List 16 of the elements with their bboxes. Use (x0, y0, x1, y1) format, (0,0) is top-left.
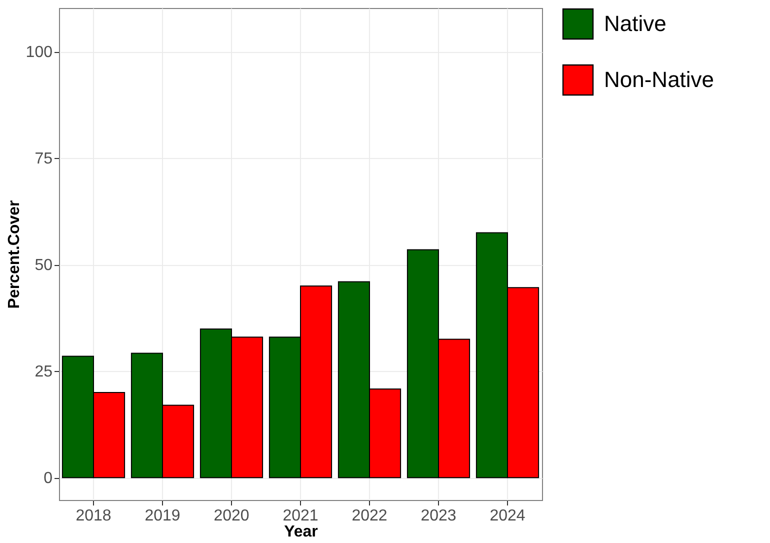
legend-label: Native (604, 11, 666, 36)
x-tick-label: 2020 (214, 508, 250, 524)
y-tick-label: 100 (26, 44, 53, 62)
legend-label: Non-Native (604, 67, 714, 92)
x-tick-label: 2021 (282, 508, 318, 524)
x-tick-label: 2019 (144, 508, 180, 524)
x-tick-label: 2018 (76, 508, 112, 524)
x-tick-label: 2022 (352, 508, 388, 524)
x-tick-label: 2024 (490, 508, 526, 524)
y-axis-title: Percent.Cover (6, 200, 23, 309)
y-tick-label: 75 (34, 150, 53, 168)
x-tick-label: 2023 (420, 508, 456, 524)
x-axis-title: Year (284, 524, 318, 540)
y-tick-label: 25 (34, 364, 53, 381)
y-tick-label: 0 (44, 470, 53, 488)
y-tick-label: 50 (34, 257, 53, 274)
